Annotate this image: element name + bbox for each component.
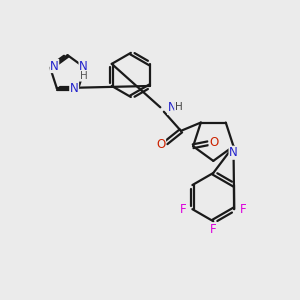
Text: F: F [210, 223, 217, 236]
Text: O: O [156, 138, 166, 151]
Text: N: N [229, 146, 238, 159]
Text: N: N [50, 59, 59, 73]
Text: N: N [79, 60, 88, 73]
Text: N: N [168, 101, 176, 114]
Text: F: F [180, 203, 187, 216]
Text: H: H [80, 71, 87, 81]
Text: O: O [209, 136, 218, 149]
Text: H: H [175, 102, 182, 112]
Text: N: N [70, 82, 79, 95]
Text: F: F [240, 203, 246, 216]
